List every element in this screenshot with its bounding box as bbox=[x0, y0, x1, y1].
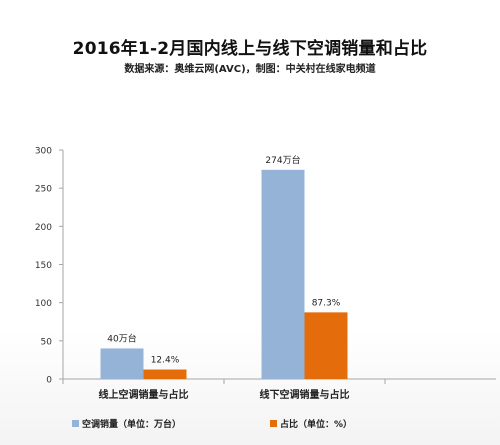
chart-title: 2016年1-2月国内线上与线下空调销量和占比 bbox=[72, 39, 428, 59]
y-tick-label: 300 bbox=[35, 147, 52, 157]
y-tick-label: 200 bbox=[35, 223, 52, 233]
y-tick-label: 0 bbox=[46, 376, 52, 386]
bar bbox=[143, 369, 187, 379]
y-tick-label: 50 bbox=[41, 337, 53, 347]
data-label: 87.3% bbox=[312, 298, 341, 308]
y-tick-label: 250 bbox=[35, 185, 52, 195]
legend-swatch bbox=[72, 420, 79, 427]
data-label: 40万台 bbox=[107, 332, 136, 344]
x-tick-label: 线下空调销量与占比 bbox=[260, 388, 350, 401]
legend-label: 占比（单位：%） bbox=[280, 418, 352, 430]
y-tick-label: 100 bbox=[35, 299, 52, 309]
data-label: 274万台 bbox=[265, 154, 300, 166]
bar bbox=[100, 348, 144, 379]
y-tick-label: 150 bbox=[35, 261, 52, 271]
legend-label: 空调销量（单位：万台） bbox=[82, 418, 181, 430]
data-label: 12.4% bbox=[151, 356, 180, 366]
legend-swatch bbox=[270, 420, 277, 427]
x-tick-label: 线上空调销量与占比 bbox=[99, 388, 189, 401]
bar bbox=[304, 312, 348, 379]
chart-subtitle: 数据来源：奥维云网(AVC)，制图：中关村在线家电频道 bbox=[124, 64, 376, 75]
bar bbox=[261, 169, 305, 379]
